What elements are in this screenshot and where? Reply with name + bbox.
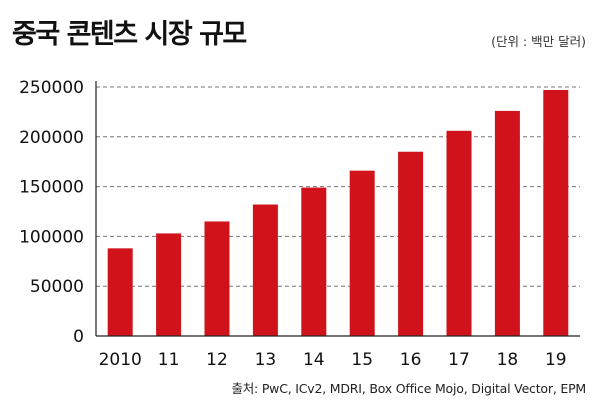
y-tick-label: 150000 bbox=[19, 178, 84, 198]
y-tick-label: 100000 bbox=[19, 227, 84, 247]
x-tick-label: 13 bbox=[255, 350, 277, 370]
bar bbox=[204, 221, 230, 336]
y-tick-label: 200000 bbox=[19, 128, 84, 148]
y-tick-label: 0 bbox=[73, 327, 84, 347]
chart-title: 중국 콘텐츠 시장 규모 bbox=[12, 19, 247, 50]
bar bbox=[543, 89, 569, 336]
bar bbox=[301, 187, 327, 336]
x-tick-label: 2010 bbox=[99, 350, 142, 370]
bar bbox=[446, 130, 472, 336]
source-note: 출처: PwC, ICv2, MDRI, Box Office Mojo, Di… bbox=[231, 381, 586, 396]
x-tick-label: 16 bbox=[400, 350, 422, 370]
bar bbox=[494, 110, 520, 337]
bar bbox=[156, 233, 182, 336]
bar bbox=[398, 151, 424, 336]
y-tick-label: 250000 bbox=[19, 78, 84, 98]
unit-label: (단위 : 백만 달러) bbox=[491, 34, 586, 49]
y-tick-label: 50000 bbox=[30, 277, 84, 297]
x-tick-label: 11 bbox=[158, 350, 180, 370]
x-tick-label: 12 bbox=[206, 350, 228, 370]
bar bbox=[349, 170, 375, 336]
x-tick-label: 17 bbox=[448, 350, 470, 370]
x-tick-label: 15 bbox=[351, 350, 373, 370]
x-tick-label: 19 bbox=[545, 350, 567, 370]
x-tick-label: 18 bbox=[497, 350, 519, 370]
bar bbox=[252, 204, 278, 336]
bar bbox=[107, 248, 133, 336]
x-tick-label: 14 bbox=[303, 350, 325, 370]
